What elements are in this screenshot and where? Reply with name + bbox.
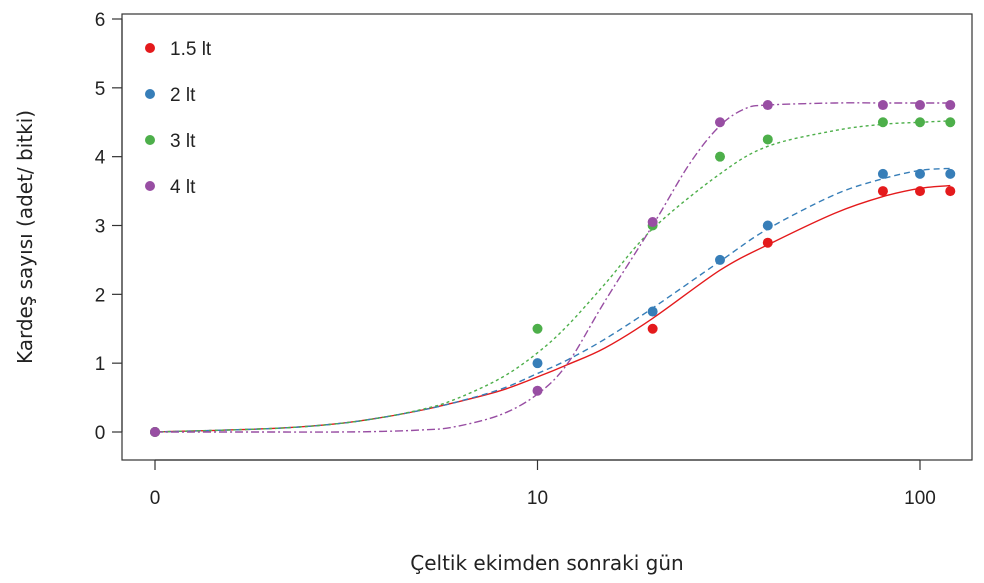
data-point-series-3 [877,117,888,128]
series-points [150,100,956,437]
y-tick-label: 2 [95,285,106,306]
series-lines [154,102,951,433]
legend: 1.5 lt 2 lt 3 lt 4 lt [145,39,212,198]
data-point-series-1 [647,323,658,334]
data-point-series-3 [915,117,925,128]
series-line-3 [154,120,951,433]
y-tick-label: 3 [95,217,106,238]
legend-label-2: 2 lt [170,85,196,106]
legend-label-3: 3 lt [170,131,196,152]
data-point-series-3 [945,117,956,128]
series-line-1 [154,184,951,433]
data-point-series-3 [762,134,773,145]
legend-marker-4 [145,181,155,191]
series-line-2 [154,167,951,433]
data-point-series-1 [915,186,925,197]
data-point-series-2 [647,306,658,317]
data-point-series-4 [945,100,956,111]
data-point-series-2 [714,254,725,265]
y-tick-label: 1 [95,354,106,375]
y-tick-label: 0 [95,423,106,444]
series-line-4 [154,102,951,433]
data-point-series-4 [647,217,658,228]
legend-marker-3 [145,135,155,145]
data-point-series-4 [762,100,773,111]
data-point-series-2 [945,168,956,179]
plot-frame [121,13,973,461]
data-point-series-1 [945,186,956,197]
x-tick-label: 100 [904,488,936,509]
legend-label-4: 4 lt [170,177,196,198]
data-point-series-4 [877,100,888,111]
data-point-series-2 [762,220,773,231]
data-point-series-1 [762,237,773,248]
y-tick-label: 6 [95,10,106,31]
x-axis-title: Çeltik ekimden sonraki gün [410,551,683,575]
data-point-series-3 [532,323,543,334]
x-tick-label: 0 [150,488,161,509]
data-point-series-4 [532,385,543,396]
legend-label-1: 1.5 lt [170,39,212,60]
data-point-series-1 [877,186,888,197]
y-tick-label: 4 [95,148,106,169]
x-axis: 0 10 100 [150,459,936,509]
legend-marker-2 [145,89,155,99]
y-axis: 0 1 2 3 4 5 6 [95,10,123,444]
legend-marker-1 [145,43,155,53]
data-point-series-4 [150,427,160,437]
data-point-series-2 [877,168,888,179]
data-point-series-2 [532,358,543,369]
y-axis-title: Kardeş sayısı (adet/ bitki) [13,110,37,364]
data-point-series-4 [714,117,725,128]
x-tick-label: 10 [527,488,548,509]
data-point-series-4 [915,100,925,111]
y-tick-label: 5 [95,79,106,100]
data-point-series-3 [714,151,725,162]
data-point-series-2 [915,168,925,179]
